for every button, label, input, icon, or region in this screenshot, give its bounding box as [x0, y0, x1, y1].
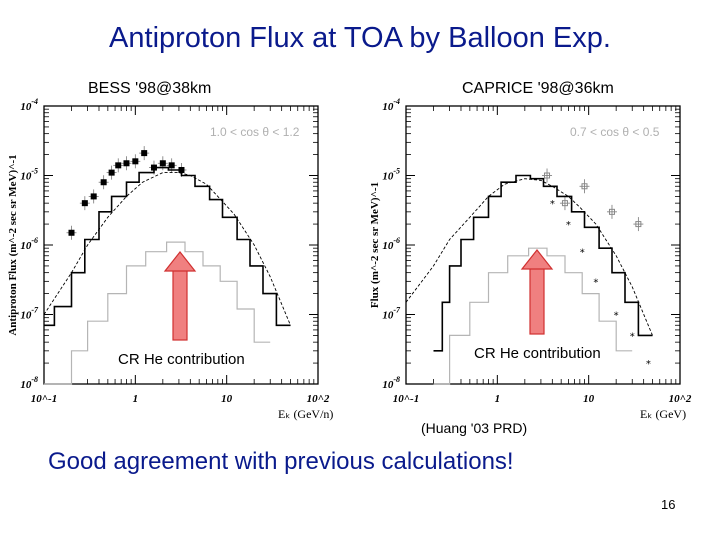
data-point	[608, 208, 615, 215]
he-contribution-arrow-head	[163, 251, 197, 272]
series-total-calc	[44, 166, 291, 327]
data-point	[115, 162, 122, 169]
star-point: *	[550, 199, 555, 210]
slide-title: Antiproton Flux at TOA by Balloon Exp.	[109, 22, 611, 54]
x-tick-label: 10	[221, 393, 233, 405]
data-point	[159, 160, 166, 167]
bess-flux-chart: 10^-1 1 10 10^2 10-8 10-7 10-6 10-5 10-4 Eₖ (GeV/…	[7, 97, 333, 421]
angle-range-label: 0.7 < cos θ < 0.5	[570, 125, 660, 139]
data-point	[81, 200, 88, 207]
conclusion-text: Good agreement with previous calculation…	[48, 448, 514, 475]
data-point	[635, 221, 642, 228]
page-number: 16	[661, 497, 676, 512]
y-tick-label: 10-8	[20, 375, 38, 391]
x-tick-label: 10^2	[669, 393, 692, 405]
y-tick-label: 10-7	[20, 306, 39, 322]
he-contribution-arrow-shaft	[172, 269, 188, 341]
data-point	[132, 158, 139, 165]
x-tick-label: 10^-1	[393, 393, 419, 405]
x-axis-label: Eₖ (GeV)	[640, 407, 686, 421]
data-point	[108, 169, 115, 176]
y-tick-label: 10-6	[382, 236, 400, 252]
reference-note: (Huang '03 PRD)	[421, 420, 528, 436]
y-tick-label: 10-5	[20, 167, 38, 183]
series-total-calc	[433, 174, 653, 352]
y-tick-label: 10-4	[382, 97, 400, 113]
series-calculation	[43, 172, 291, 326]
data-point	[68, 229, 75, 236]
data-point	[100, 179, 107, 186]
plot-frame	[405, 105, 681, 385]
he-contribution-arrow-head	[520, 249, 554, 270]
y-tick-label: 10-5	[382, 167, 400, 183]
x-tick-label: 1	[133, 393, 139, 405]
he-contribution-label: CR He contribution	[474, 345, 601, 362]
star-point: *	[630, 331, 635, 342]
data-point	[141, 150, 148, 157]
y-tick-label: 10-7	[382, 306, 401, 322]
data-point	[123, 160, 130, 167]
data-point	[168, 162, 175, 169]
x-tick-label: 10^2	[307, 393, 330, 405]
caprice-flux-chart: 10^-1 1 10 10^2 10-8 10-7 10-6 10-5 10-4 Eₖ (GeV)…	[369, 97, 692, 421]
data-point	[90, 193, 97, 200]
data-point	[561, 200, 568, 207]
y-axis-label: Antiproton Flux (m^-2 sec sr MeV)^-1	[7, 154, 19, 335]
series-He-component	[44, 241, 271, 385]
x-axis-label: Eₖ (GeV/n)	[278, 407, 333, 421]
data-point	[544, 172, 551, 179]
y-tick-label: 10-6	[20, 236, 38, 252]
star-point: *	[580, 248, 585, 259]
x-tick-label: 10^-1	[31, 393, 57, 405]
star-point: *	[566, 220, 571, 231]
series-calculation	[405, 178, 653, 336]
y-tick-label: 10-4	[20, 97, 38, 113]
angle-range-label: 1.0 < cos θ < 1.2	[210, 125, 300, 139]
bess-subtitle: BESS '98@38km	[88, 80, 212, 97]
series-He-component	[433, 247, 633, 385]
caprice-subtitle: CAPRICE '98@36km	[462, 80, 614, 97]
x-tick-label: 1	[495, 393, 501, 405]
star-point: *	[593, 277, 598, 288]
y-axis-label: Flux (m^-2 sec sr MeV)^-1	[369, 182, 381, 308]
star-point: *	[646, 359, 651, 370]
he-contribution-arrow-shaft	[529, 267, 545, 335]
x-tick-label: 10	[583, 393, 595, 405]
he-contribution-label: CR He contribution	[118, 351, 245, 368]
star-point: *	[614, 311, 619, 322]
y-tick-label: 10-8	[382, 375, 400, 391]
data-point	[581, 183, 588, 190]
